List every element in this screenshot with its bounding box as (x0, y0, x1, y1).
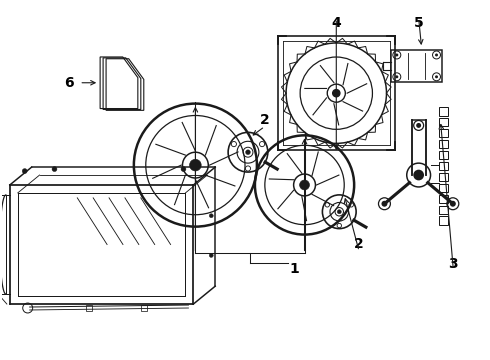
Circle shape (181, 167, 186, 172)
Circle shape (209, 253, 213, 257)
Circle shape (52, 167, 57, 172)
Bar (391, 50, 442, 82)
Text: 2: 2 (260, 113, 270, 127)
Circle shape (450, 201, 456, 207)
Bar (141, 305, 147, 311)
Text: 4: 4 (331, 16, 341, 30)
Text: 2: 2 (354, 238, 364, 252)
Bar (86, 305, 92, 311)
Circle shape (190, 159, 201, 171)
Circle shape (395, 54, 398, 57)
Circle shape (333, 90, 340, 97)
Circle shape (382, 201, 388, 207)
Bar (440, 195, 448, 203)
Bar (440, 173, 448, 181)
Bar (440, 184, 448, 192)
Bar (440, 162, 448, 170)
Circle shape (435, 75, 438, 78)
Text: 5: 5 (414, 16, 423, 30)
Circle shape (413, 170, 424, 180)
Circle shape (435, 54, 438, 57)
Text: 1: 1 (290, 262, 299, 276)
Circle shape (395, 75, 398, 78)
Bar (440, 140, 448, 148)
Text: 3: 3 (448, 257, 458, 271)
Bar (440, 129, 448, 137)
Circle shape (209, 214, 213, 218)
Circle shape (337, 210, 342, 214)
Bar (440, 216, 448, 225)
Circle shape (22, 168, 27, 174)
Text: 6: 6 (65, 76, 74, 90)
Circle shape (416, 123, 421, 128)
Bar (440, 107, 448, 116)
Bar (440, 151, 448, 159)
Circle shape (245, 150, 250, 154)
Bar (440, 206, 448, 214)
Bar (440, 118, 448, 126)
Circle shape (299, 180, 310, 190)
